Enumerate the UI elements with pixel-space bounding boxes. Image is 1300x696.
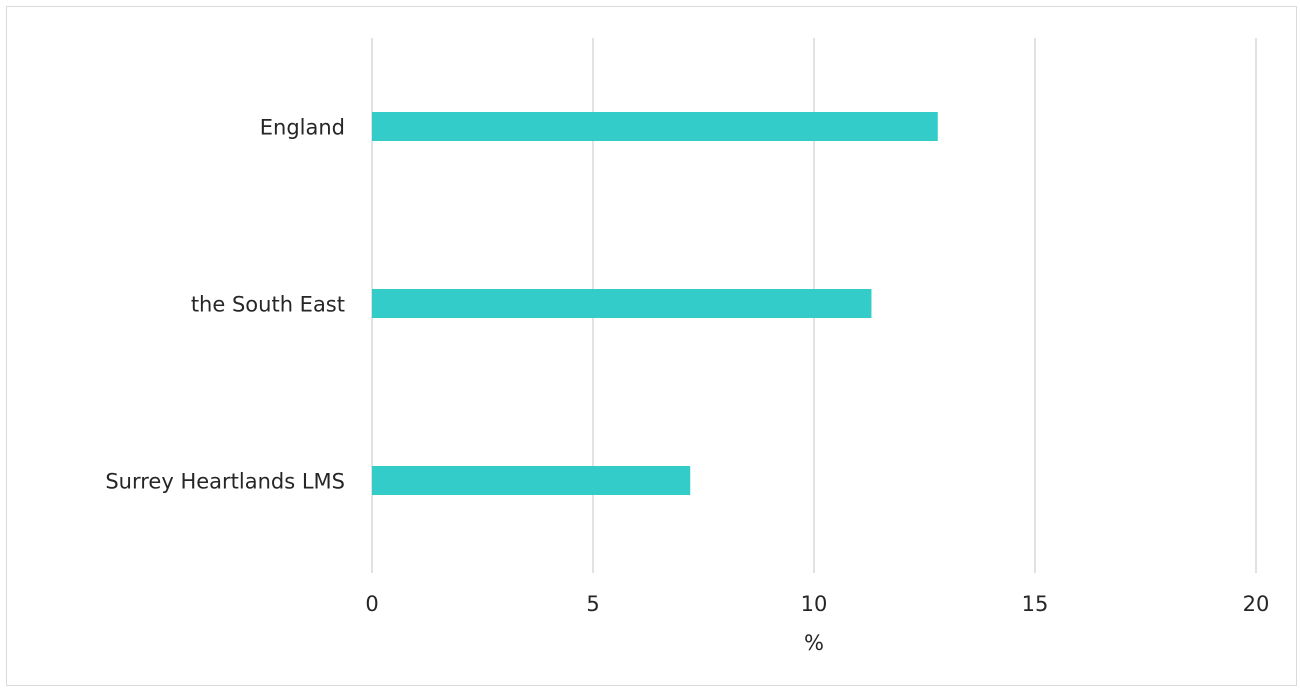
- category-label-surrey-heartlands-lms: Surrey Heartlands LMS: [105, 470, 345, 494]
- bars: [372, 112, 938, 495]
- bar-chart: England the South East Surrey Heartlands L…: [105, 38, 1269, 655]
- x-axis-tick-labels: 0 5 10 15 20: [365, 592, 1269, 616]
- x-tick-label-0: 0: [365, 592, 378, 616]
- category-label-england: England: [260, 116, 345, 140]
- category-labels: England the South East Surrey Heartlands L…: [105, 116, 345, 494]
- x-tick-label-10: 10: [801, 592, 828, 616]
- category-label-the-south-east: the South East: [191, 293, 345, 317]
- x-axis-title: %: [804, 631, 824, 655]
- chart-frame: England the South East Surrey Heartlands L…: [6, 6, 1297, 686]
- bar-surrey-heartlands-lms: [372, 466, 691, 495]
- x-tick-label-5: 5: [586, 592, 599, 616]
- bar-the-south-east: [372, 289, 872, 318]
- x-tick-label-15: 15: [1022, 592, 1049, 616]
- x-tick-label-20: 20: [1243, 592, 1270, 616]
- bar-england: [372, 112, 938, 141]
